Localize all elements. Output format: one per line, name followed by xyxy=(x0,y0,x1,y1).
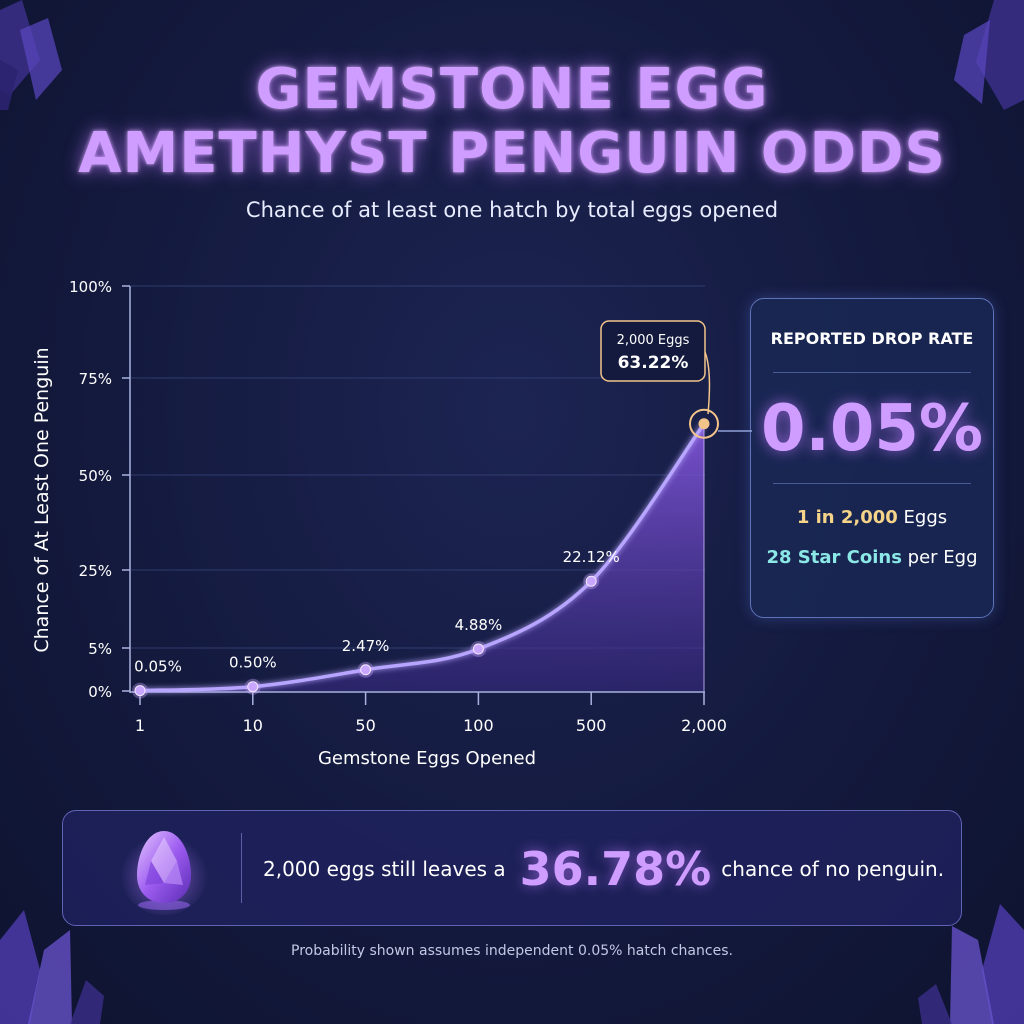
amethyst-egg-icon xyxy=(120,831,208,915)
card-connector-line xyxy=(718,430,752,432)
x-tick-label: 500 xyxy=(576,716,607,735)
crystal-cluster-top-left-icon xyxy=(0,0,62,110)
data-point xyxy=(134,685,146,697)
y-axis-label: Chance of At Least One Penguin xyxy=(31,347,53,652)
data-label: 4.88% xyxy=(455,616,503,634)
cost-strong: 28 Star Coins xyxy=(766,547,902,568)
footnote: Probability shown assumes independent 0.… xyxy=(291,943,733,959)
highlight-point xyxy=(698,418,710,430)
y-tick-label: 5% xyxy=(88,640,112,658)
highlight-label-box xyxy=(600,320,706,382)
data-points xyxy=(132,573,600,699)
data-point xyxy=(585,575,597,587)
x-axis-ticks: 1 10 50 100 500 2,000 xyxy=(135,692,727,735)
y-tick-label: 75% xyxy=(79,370,112,388)
chart-subtitle: Chance of at least one hatch by total eg… xyxy=(245,198,779,222)
crystal-cluster-top-right-icon xyxy=(954,0,1024,110)
callout-prefix: 2,000 eggs still leaves a xyxy=(263,857,506,881)
data-label: 22.12% xyxy=(563,548,620,566)
card-divider-bottom xyxy=(773,483,971,484)
highlight-label-eggs: 2,000 Eggs xyxy=(617,333,690,348)
crystal-cluster-bottom-left-icon xyxy=(0,910,104,1024)
highlight-label-value: 63.22% xyxy=(618,353,689,373)
x-axis-label: Gemstone Eggs Opened xyxy=(318,748,536,769)
x-tick-label: 1 xyxy=(135,716,145,735)
y-tick-label: 0% xyxy=(88,683,112,701)
data-point xyxy=(472,643,484,655)
data-labels: 0.05% 0.50% 2.47% 4.88% 22.12% xyxy=(134,548,620,675)
probability-area xyxy=(140,423,704,691)
odds-rest: Eggs xyxy=(897,507,948,528)
data-point xyxy=(247,681,259,693)
highlight-callout: 2,000 Eggs 63.22% xyxy=(600,320,719,439)
data-label: 0.05% xyxy=(134,658,182,676)
odds-line: 1 in 2,000 Eggs xyxy=(751,507,993,528)
title-line-2: AMETHYST PENGUIN ODDS xyxy=(78,121,946,186)
title-line-1: GEMSTONE EGG xyxy=(255,57,769,122)
crystal-cluster-bottom-right-icon xyxy=(918,904,1024,1024)
drop-rate-card-title: REPORTED DROP RATE xyxy=(770,329,974,348)
y-tick-label: 100% xyxy=(69,278,112,296)
y-axis-ticks: 0% 5% 25% 50% 75% 100% xyxy=(69,278,130,701)
card-divider-top xyxy=(773,372,971,373)
drop-rate-value: 0.05% xyxy=(760,392,984,466)
probability-chart: 0% 5% 25% 50% 75% 100% 1 10 50 100 500 2,000 0.05%… xyxy=(31,278,727,769)
page-title: GEMSTONE EGG AMETHYST PENGUIN ODDS xyxy=(0,58,1024,186)
callout-message: 2,000 eggs still leaves a 36.78% chance … xyxy=(263,839,944,899)
data-label: 2.47% xyxy=(342,637,390,655)
odds-strong: 1 in 2,000 xyxy=(796,507,898,528)
callout-suffix: chance of no penguin. xyxy=(721,857,945,881)
cost-rest: per Egg xyxy=(901,547,978,568)
data-label: 0.50% xyxy=(229,654,277,672)
no-penguin-callout: 2,000 eggs still leaves a 36.78% chance … xyxy=(62,810,962,926)
highlight-leader-line xyxy=(704,351,711,415)
x-tick-label: 100 xyxy=(463,716,494,735)
drop-rate-card: REPORTED DROP RATE 0.05% 1 in 2,000 Eggs… xyxy=(750,298,994,618)
highlight-ring xyxy=(689,408,719,439)
cost-line: 28 Star Coins per Egg xyxy=(751,547,993,568)
x-tick-label: 2,000 xyxy=(681,716,727,735)
callout-value: 36.78% xyxy=(519,842,712,896)
y-tick-label: 50% xyxy=(79,467,112,485)
x-tick-label: 10 xyxy=(243,716,263,735)
data-point xyxy=(360,664,372,676)
y-tick-label: 25% xyxy=(79,562,112,580)
callout-divider xyxy=(241,833,242,903)
x-tick-label: 50 xyxy=(355,716,375,735)
